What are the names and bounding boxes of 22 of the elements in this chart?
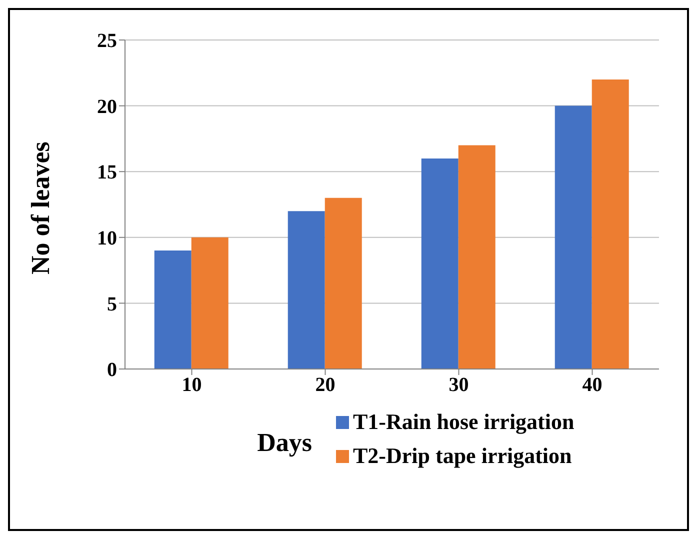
bar [288, 211, 325, 369]
bar [154, 250, 192, 369]
bar [191, 237, 228, 369]
y-tick-label: 15 [97, 162, 117, 184]
y-tick-label: 20 [97, 96, 117, 118]
y-tick-label: 10 [97, 228, 117, 250]
x-axis-title: Days [256, 428, 313, 458]
bar [421, 158, 458, 369]
legend-label: T1-Rain hose irrigation [353, 409, 574, 435]
bar [458, 145, 496, 369]
bar [324, 198, 362, 369]
x-tick-label: 40 [582, 374, 602, 396]
bar [592, 79, 629, 369]
bar [554, 106, 592, 369]
y-axis-title: No of leaves [26, 142, 56, 274]
x-tick-label: 20 [315, 374, 336, 396]
x-tick-label: 30 [448, 374, 469, 396]
y-tick-label: 25 [97, 30, 117, 52]
y-tick-label: 5 [107, 293, 117, 316]
y-tick-label: 0 [107, 359, 117, 382]
x-tick-label: 10 [182, 374, 202, 396]
legend-label: T2-Drip tape irrigation [353, 443, 572, 469]
